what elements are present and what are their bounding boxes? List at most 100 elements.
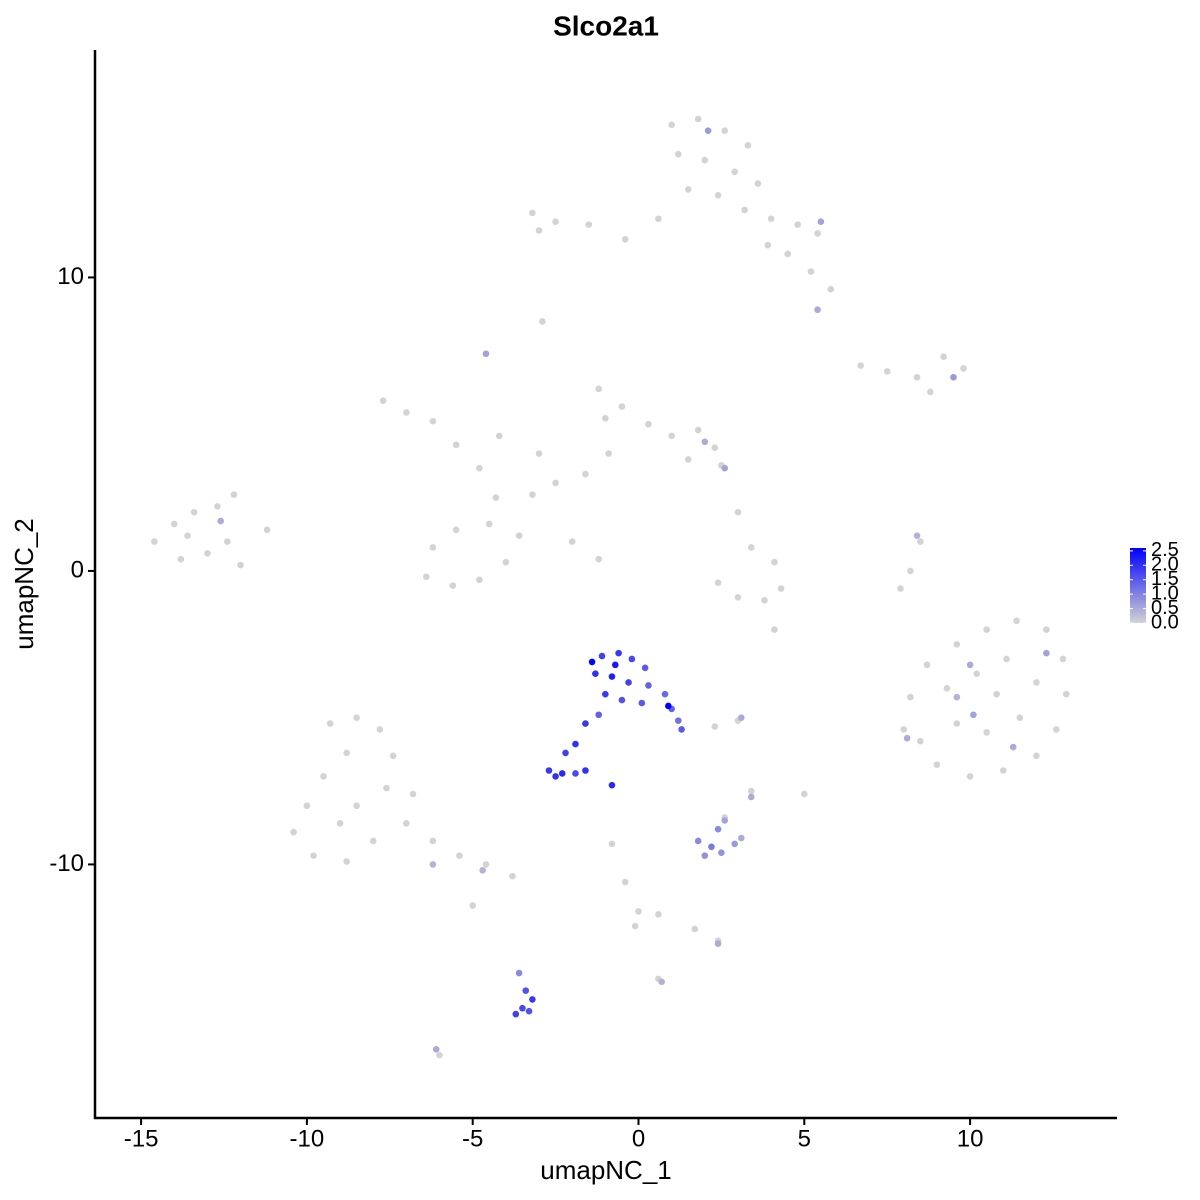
- point: [1033, 679, 1040, 686]
- point: [665, 702, 672, 710]
- point: [479, 866, 486, 874]
- point: [754, 180, 762, 187]
- point: [655, 911, 662, 918]
- point: [429, 544, 437, 551]
- point: [605, 450, 612, 457]
- point: [1043, 649, 1050, 657]
- point: [907, 567, 914, 575]
- point: [721, 464, 729, 472]
- point: [469, 902, 476, 909]
- point: [403, 820, 410, 827]
- point: [628, 655, 636, 663]
- point: [476, 576, 483, 584]
- point: [747, 544, 755, 551]
- point: [711, 444, 719, 451]
- point: [582, 470, 589, 478]
- point: [953, 693, 961, 701]
- point: [582, 767, 589, 774]
- point: [585, 221, 593, 228]
- point: [184, 532, 191, 540]
- y-tick-label: -10: [49, 850, 84, 877]
- colorbar-tick-label: 0.5: [1151, 597, 1179, 619]
- point: [708, 843, 715, 851]
- point: [621, 235, 629, 243]
- point: [409, 790, 417, 798]
- point: [668, 432, 675, 440]
- point: [950, 373, 957, 381]
- point: [598, 652, 606, 660]
- point: [1009, 743, 1017, 751]
- point: [771, 626, 778, 633]
- point: [907, 693, 914, 701]
- point: [545, 767, 553, 774]
- point: [336, 820, 344, 827]
- point: [701, 156, 709, 164]
- point: [436, 1051, 443, 1059]
- point: [993, 690, 1000, 698]
- point: [1062, 690, 1070, 698]
- point: [310, 852, 317, 859]
- point: [741, 206, 748, 214]
- point: [734, 594, 742, 601]
- point: [403, 409, 410, 416]
- point: [535, 450, 543, 457]
- point: [900, 726, 908, 733]
- point: [515, 532, 523, 540]
- point: [767, 215, 775, 223]
- point: [814, 230, 821, 237]
- point: [973, 670, 981, 677]
- point: [668, 121, 675, 129]
- point: [933, 761, 941, 768]
- point: [684, 456, 692, 463]
- point: [263, 526, 271, 534]
- colorbar-tick-label: 1.5: [1151, 568, 1179, 590]
- point: [635, 908, 642, 915]
- point: [482, 861, 490, 868]
- point: [582, 720, 589, 727]
- point: [492, 494, 500, 501]
- x-tick-label: -15: [124, 1125, 159, 1152]
- y-tick-label: 0: [71, 556, 84, 583]
- point: [539, 318, 546, 325]
- point: [999, 767, 1007, 774]
- point: [764, 241, 772, 249]
- point: [383, 784, 390, 792]
- point: [655, 215, 662, 223]
- point: [661, 690, 669, 698]
- point: [1013, 617, 1020, 625]
- point: [422, 573, 430, 581]
- point: [615, 649, 622, 657]
- x-tick-label: -10: [290, 1125, 325, 1152]
- point: [711, 723, 719, 730]
- chart-title: Slco2a1: [553, 10, 659, 41]
- point: [645, 420, 652, 428]
- point: [983, 729, 990, 736]
- point: [913, 532, 921, 540]
- point: [897, 585, 904, 592]
- point: [568, 538, 576, 545]
- point: [177, 555, 185, 563]
- point: [190, 508, 198, 516]
- point: [641, 664, 649, 672]
- point: [674, 717, 682, 724]
- point: [800, 790, 808, 798]
- point: [621, 878, 629, 886]
- point: [940, 353, 947, 360]
- point: [485, 520, 493, 528]
- y-axis-label: umapNC_2: [9, 518, 39, 650]
- point: [353, 714, 360, 721]
- point: [535, 227, 543, 234]
- x-tick-label: 0: [632, 1125, 645, 1152]
- point: [953, 720, 961, 727]
- point: [602, 415, 609, 422]
- point: [562, 749, 569, 757]
- point: [608, 673, 616, 680]
- point: [718, 849, 725, 856]
- point: [917, 737, 924, 745]
- point: [432, 1046, 440, 1053]
- point: [943, 685, 951, 692]
- point: [290, 828, 297, 836]
- point: [217, 517, 224, 525]
- point: [170, 520, 178, 528]
- point: [953, 641, 961, 648]
